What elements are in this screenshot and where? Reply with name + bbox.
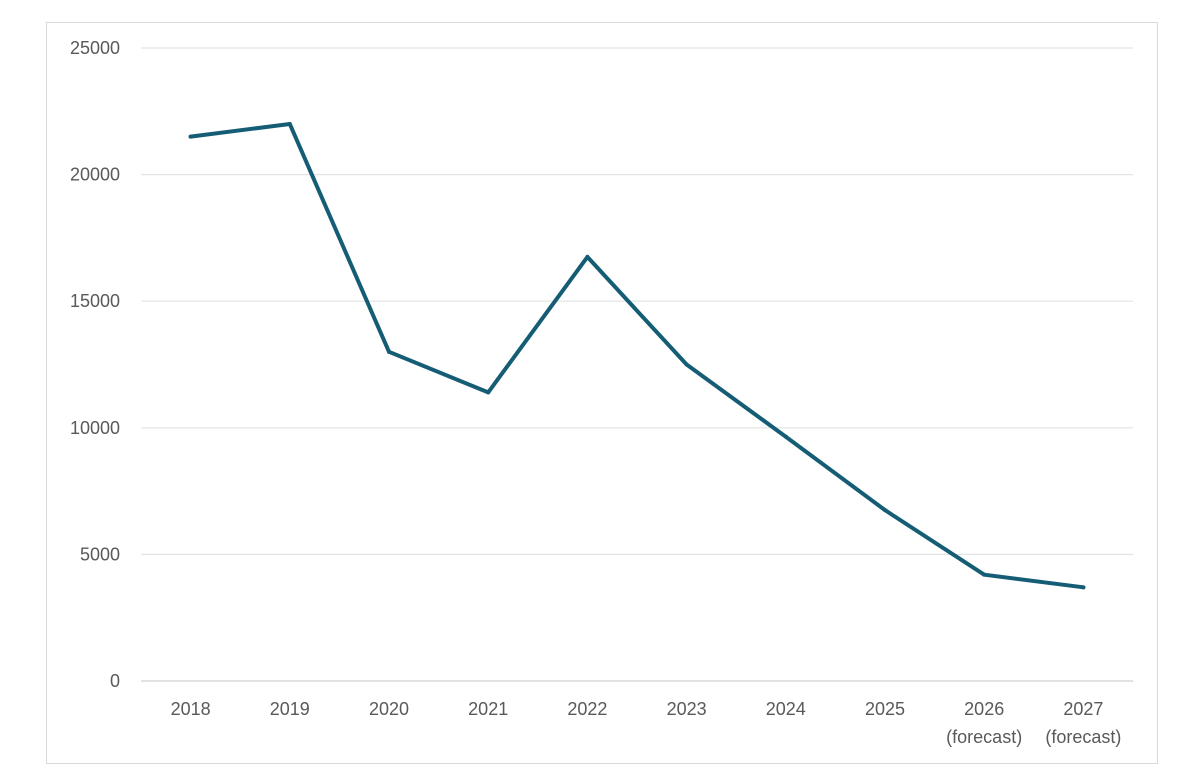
data-point-0-3 xyxy=(486,390,491,395)
data-point-0-7 xyxy=(883,508,887,513)
gridlines xyxy=(141,47,1133,682)
x-tick-label-2020: 2020 xyxy=(369,699,409,719)
x-tick-label-2019: 2019 xyxy=(270,699,310,719)
data-point-0-1 xyxy=(287,121,292,126)
y-tick-label-10000: 10000 xyxy=(70,418,120,438)
x-tick-label-2022: 2022 xyxy=(567,699,607,719)
x-tick-label-2024: 2024 xyxy=(766,699,806,719)
y-tick-label-15000: 15000 xyxy=(70,291,120,311)
data-point-0-2 xyxy=(387,349,391,354)
data-point-0-4 xyxy=(585,254,590,259)
data-point-0-5 xyxy=(684,362,689,367)
y-tick-label-5000: 5000 xyxy=(80,544,120,564)
series-line-0 xyxy=(188,122,1086,590)
y-tick-label-0: 0 xyxy=(110,671,120,691)
data-point-0-8 xyxy=(982,572,987,577)
x-tick-label-2026: 2026 (forecast) xyxy=(946,699,1022,747)
x-tick-label-2025: 2025 xyxy=(865,699,905,719)
data-point-0-6 xyxy=(783,434,788,439)
x-tick-label-2021: 2021 xyxy=(468,699,508,719)
y-tick-label-25000: 25000 xyxy=(70,38,120,58)
x-axis-ticks: 2018 2019 2020 2021 2022 2023 2024 2025 2026 (for… xyxy=(171,699,1122,747)
data-point-0-0 xyxy=(188,134,193,139)
x-tick-label-2023: 2023 xyxy=(667,699,707,719)
y-axis-ticks: 0 5000 10000 15000 20000 25000 xyxy=(70,38,120,691)
chart-frame xyxy=(46,22,1158,764)
x-tick-label-2018: 2018 xyxy=(171,699,211,719)
x-tick-label-2027: 2027 (forecast) xyxy=(1045,699,1121,747)
series-group xyxy=(188,121,1086,590)
y-tick-label-20000: 20000 xyxy=(70,165,120,185)
data-point-0-9 xyxy=(1081,585,1086,590)
